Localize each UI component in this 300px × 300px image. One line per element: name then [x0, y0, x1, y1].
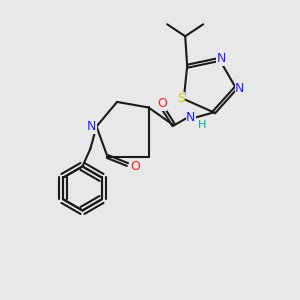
Text: H: H	[198, 120, 206, 130]
Text: O: O	[157, 97, 167, 110]
Text: S: S	[177, 92, 185, 106]
Text: N: N	[235, 82, 244, 95]
Text: N: N	[186, 111, 196, 124]
Text: O: O	[130, 160, 140, 173]
Text: N: N	[87, 120, 96, 133]
Text: N: N	[217, 52, 226, 65]
